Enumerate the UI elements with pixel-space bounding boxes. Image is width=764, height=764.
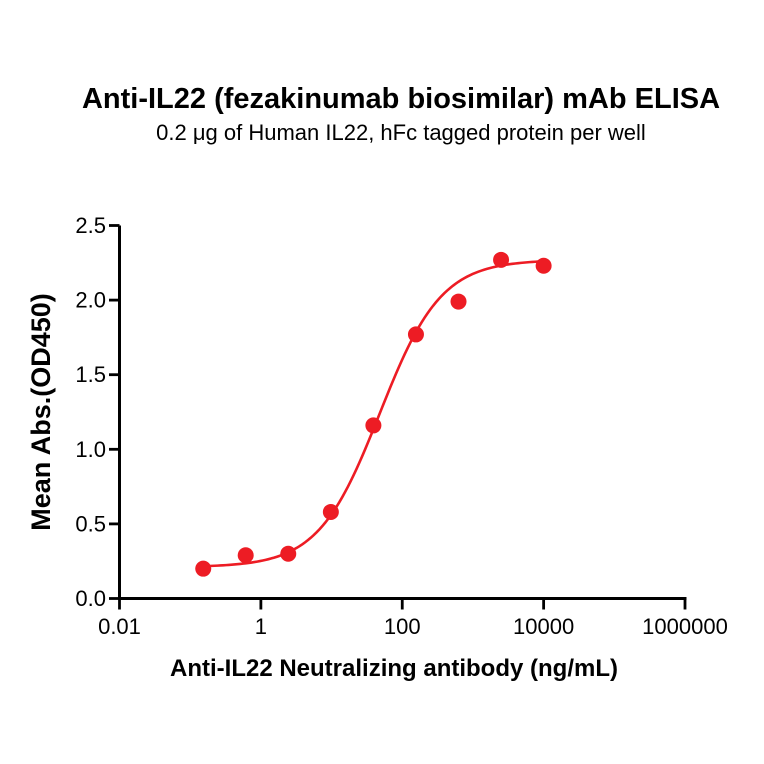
fit-curve-path bbox=[201, 259, 545, 568]
y-axis-title: Mean Abs.(OD450) bbox=[26, 293, 56, 531]
chart-title: Anti-IL22 (fezakinumab biosimilar) mAb E… bbox=[82, 83, 720, 115]
data-point bbox=[280, 545, 297, 562]
y-tick-label: 2.5 bbox=[75, 213, 106, 238]
fit-curve bbox=[201, 259, 545, 568]
data-point bbox=[195, 560, 212, 577]
x-tick-label: 0.01 bbox=[98, 614, 141, 639]
x-tick-label: 10000 bbox=[513, 614, 574, 639]
data-point bbox=[407, 326, 424, 343]
chart-subtitle: 0.2 μg of Human IL22, hFc tagged protein… bbox=[156, 120, 646, 145]
data-point bbox=[365, 417, 382, 434]
data-point bbox=[493, 251, 510, 268]
x-tick-label: 1000000 bbox=[642, 614, 728, 639]
y-tick-label: 2.0 bbox=[75, 288, 106, 313]
data-point bbox=[450, 293, 467, 310]
plot-axes: 0.01 1 100 10000 1000000 0.0 0.5 1.0 1.5 2.0 2.5 bbox=[75, 213, 727, 639]
y-tick-label: 0.5 bbox=[75, 511, 106, 536]
x-axis-title: Anti-IL22 Neutralizing antibody (ng/mL) bbox=[170, 655, 618, 682]
x-tick-label: 100 bbox=[384, 614, 421, 639]
data-point bbox=[322, 503, 339, 520]
y-tick-label: 0.0 bbox=[75, 586, 106, 611]
y-tick-label: 1.0 bbox=[75, 437, 106, 462]
x-tick-label: 1 bbox=[255, 614, 267, 639]
y-tick-label: 1.5 bbox=[75, 362, 106, 387]
data-point bbox=[237, 547, 254, 564]
data-points bbox=[195, 251, 552, 577]
data-point bbox=[535, 257, 552, 274]
